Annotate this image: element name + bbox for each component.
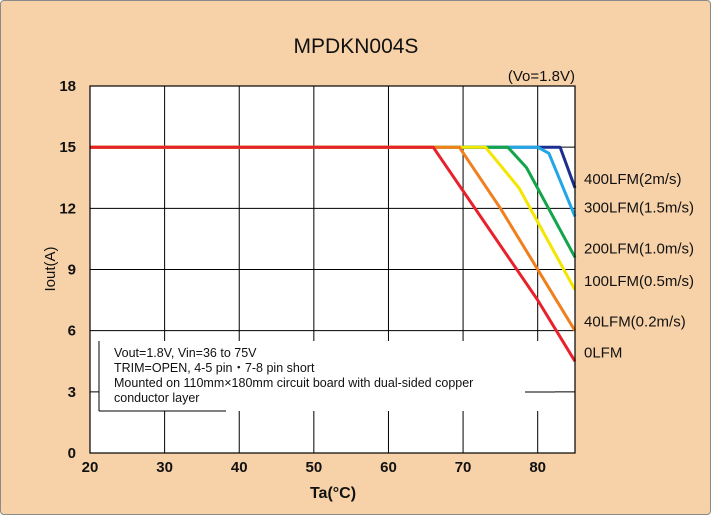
series-label: 40LFM(0.2m/s) [584,314,686,331]
annotation-text: Vout=1.8V, Vin=36 to 75V [114,346,257,360]
x-axis-label: Ta(°C) [310,485,356,502]
series-label: 200LFM(1.0m/s) [584,240,694,257]
x-tick-label: 30 [156,459,173,476]
x-tick-label: 60 [380,459,397,476]
y-tick-label: 6 [68,323,76,340]
y-tick-label: 18 [59,78,76,95]
y-axis-label: Iout(A) [42,246,59,291]
annotation-text: TRIM=OPEN, 4-5 pin・7-8 pin short [114,361,315,375]
series-labels: 0LFM 40LFM(0.2m/s) 100LFM(0.5m/s) 200LFM(1.… [584,171,694,361]
series-label: 100LFM(0.5m/s) [584,273,694,290]
annotation-background [99,341,555,411]
x-tick-label: 20 [82,459,99,476]
x-tick-label: 50 [306,459,323,476]
series-label: 400LFM(2m/s) [584,171,682,188]
x-tick-label: 80 [529,459,546,476]
y-tick-label: 0 [68,445,76,462]
chart-title: MPDKN004S [294,35,419,58]
y-tick-label: 9 [68,262,76,279]
axis-ticks: 20 30 40 50 60 70 80 0 3 6 9 12 15 18 [59,78,546,476]
x-tick-label: 40 [231,459,248,476]
x-tick-label: 70 [455,459,472,476]
series-label: 300LFM(1.5m/s) [584,199,694,216]
series-lines [90,145,577,363]
series-label: 0LFM [584,344,622,361]
annotation-text: Mounted on 110mm×180mm circuit board wit… [114,376,473,390]
y-tick-label: 12 [59,200,76,217]
plot-border [89,85,576,454]
y-tick-label: 15 [59,139,76,156]
annotation-text: conductor layer [114,391,199,405]
chart-subtitle: (Vo=1.8V) [508,68,575,85]
y-tick-label: 3 [68,384,76,401]
series-line [90,145,577,363]
